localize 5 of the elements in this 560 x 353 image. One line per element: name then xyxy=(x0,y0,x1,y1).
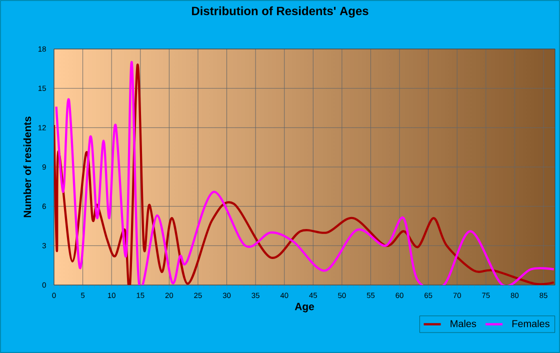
legend-label: Females xyxy=(512,320,550,328)
chart-title: Distribution of Residents' Ages xyxy=(192,6,368,18)
legend-label: Males xyxy=(450,320,476,328)
x-axis-title: Age xyxy=(294,302,314,312)
y-axis-title: Number of residents xyxy=(23,116,32,218)
